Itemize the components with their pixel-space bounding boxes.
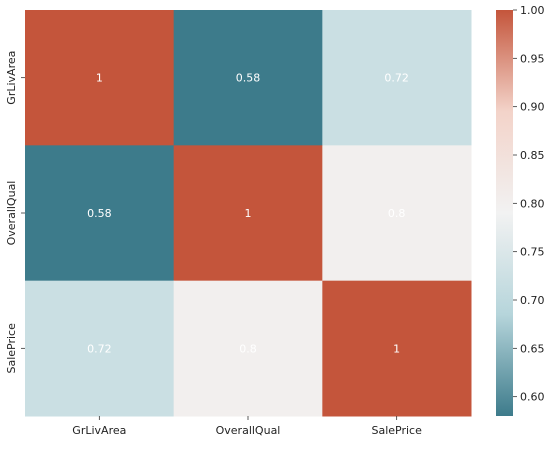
heatmap-cell [322,145,472,282]
heatmap-cell-label: 0.8 [388,207,406,220]
colorbar-gradient [496,10,513,416]
heatmap-cell [173,145,323,282]
y-axis: GrLivArea OverallQual SalePrice [5,51,25,374]
heatmap-cell [25,145,175,282]
colorbar-tick-label: 0.90 [520,101,545,114]
heatmap-cell-label: 0.58 [236,72,261,85]
heatmap-cell-label: 0.58 [87,207,112,220]
heatmap-cell [173,10,323,146]
colorbar-tick-label: 1.00 [520,4,545,17]
heatmap-cell [322,10,472,146]
colorbar-tick-label: 0.85 [520,149,545,162]
colorbar-tick-label: 0.95 [520,52,545,65]
heatmap-cell-label: 0.72 [87,342,112,355]
colorbar-tick-label: 0.70 [520,294,545,307]
heatmap-cell-label: 0.72 [384,72,409,85]
colorbar-tick-label: 0.65 [520,342,545,355]
colorbar-tick-label: 0.60 [520,391,545,404]
heatmap-cell [25,280,175,417]
colorbar: 0.60 0.65 0.70 0.75 0.80 0.85 0.90 0.95 1.00 [496,4,545,416]
heatmap-cell-label: 0.8 [239,342,257,355]
y-tick-label: OverallQual [5,181,18,246]
heatmap-cell-label: 1 [96,72,103,85]
x-tick-label: SalePrice [371,424,422,437]
heatmap-cells: 1 0.58 0.72 0.58 1 0.8 0.72 0.8 1 [25,10,472,417]
y-tick-label: SalePrice [5,323,18,374]
x-tick-label: OverallQual [216,424,281,437]
x-axis: GrLivArea OverallQual SalePrice [72,416,422,437]
heatmap-cell [173,280,323,417]
colorbar-tick-label: 0.80 [520,197,545,210]
heatmap-cell-label: 1 [393,342,400,355]
y-tick-label: GrLivArea [5,51,18,105]
colorbar-tick-label: 0.75 [520,246,545,259]
heatmap-cell-label: 1 [245,207,252,220]
x-tick-label: GrLivArea [72,424,126,437]
heatmap-cell [25,10,175,146]
heatmap-cell [322,280,472,417]
